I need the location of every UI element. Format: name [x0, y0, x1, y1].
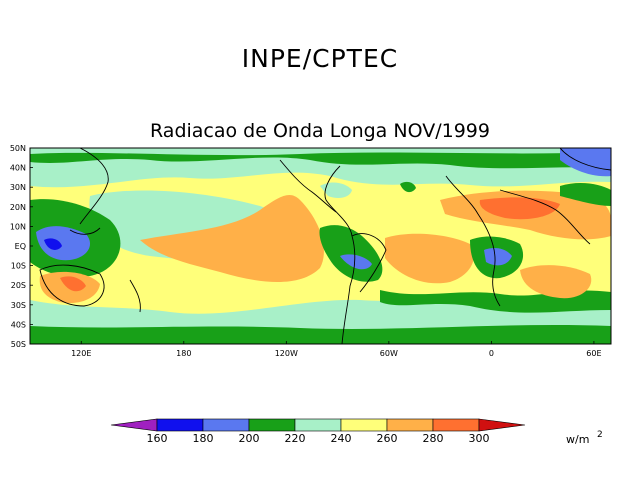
- lat-tick-label: EQ: [15, 242, 26, 251]
- colorbar-tick-label: 160: [147, 432, 168, 445]
- colorbar-swatch: [386, 418, 434, 432]
- colorbar-tick-label: 280: [423, 432, 444, 445]
- australia-hot: [60, 276, 86, 292]
- colorbar-tick-label: 180: [193, 432, 214, 445]
- coastlines: [39, 148, 611, 344]
- south-africa-dry: [520, 265, 592, 299]
- lat-tick-label: 40N: [10, 164, 26, 173]
- lat-tick-label: 40S: [11, 320, 26, 329]
- colorbar-swatch: [202, 418, 250, 432]
- lat-tick-label: 50S: [11, 340, 26, 349]
- colorbar-tick-label: 220: [285, 432, 306, 445]
- central-america-cyan: [320, 182, 352, 198]
- amazon-blue: [340, 254, 372, 270]
- lon-tick-label: 120W: [275, 349, 298, 358]
- lon-tick-label: 180: [176, 349, 191, 358]
- atlantic-dry: [385, 233, 474, 284]
- colorbar-swatch: [432, 418, 480, 432]
- lon-tick-label: 120E: [71, 349, 91, 358]
- asia-green-blob: [560, 183, 611, 206]
- atlantic-green-spot: [400, 181, 416, 193]
- lon-tick-label: 60W: [380, 349, 398, 358]
- olr-field: [30, 148, 611, 344]
- warm-pool-core: [44, 238, 62, 250]
- colorbar-tick-label: 260: [377, 432, 398, 445]
- colorbar-tick-label: 240: [331, 432, 352, 445]
- lat-tick-label: 30S: [11, 301, 26, 310]
- pacific-dry-tongue: [140, 195, 324, 282]
- colorbar-tick-label: 200: [239, 432, 260, 445]
- colorbar-swatch: [156, 418, 204, 432]
- sahara-hot: [479, 197, 560, 220]
- lat-tick-label: 20N: [10, 203, 26, 212]
- unit-exponent: 2: [597, 430, 603, 440]
- lat-tick-label: 50N: [10, 144, 26, 153]
- colorbar-swatch: [294, 418, 342, 432]
- longitude-axis: 120E 180 120W 60W 0 60E: [71, 341, 602, 358]
- colorbar-tick-label: 300: [469, 432, 490, 445]
- colorbar-arrow-high: [478, 418, 526, 432]
- lat-tick-label: 10N: [10, 222, 26, 231]
- africa-blue: [484, 248, 512, 266]
- colorbar-arrow-low: [110, 418, 158, 432]
- main-title: INPE/CPTEC: [241, 44, 399, 73]
- lon-tick-label: 0: [489, 349, 494, 358]
- band-north-top: [30, 148, 611, 156]
- colorbar-swatch: [340, 418, 388, 432]
- latitude-axis: 50N 40N 30N 20N 10N EQ 10S 20S 30S 40S 50S: [10, 144, 33, 349]
- band-south-green: [30, 325, 611, 344]
- blob-north-east: [560, 148, 611, 177]
- unit-label: w/m: [566, 433, 589, 446]
- colorbar-swatch: [248, 418, 296, 432]
- lat-tick-label: 10S: [11, 262, 26, 271]
- warm-pool-blue: [36, 226, 91, 261]
- lat-tick-label: 30N: [10, 183, 26, 192]
- lon-tick-label: 60E: [586, 349, 601, 358]
- lat-tick-label: 20S: [11, 281, 26, 290]
- map-subtitle: Radiacao de Onda Longa NOV/1999: [150, 120, 490, 142]
- colorbar: 160 180 200 220 240 260 280 300: [110, 418, 526, 445]
